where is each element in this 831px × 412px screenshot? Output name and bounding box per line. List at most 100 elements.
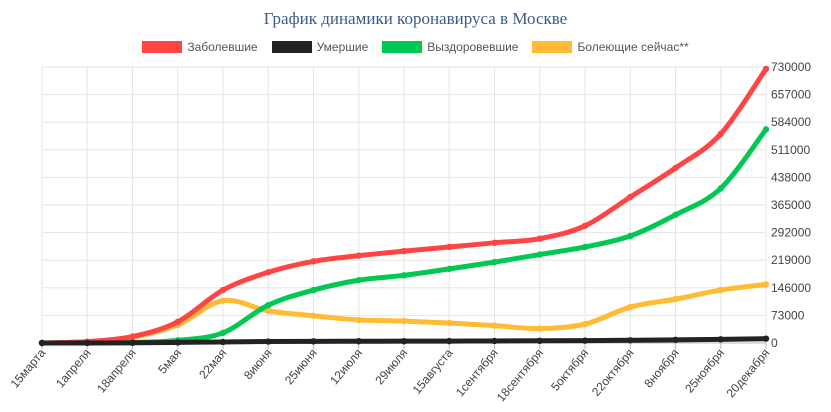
y-tick-label: 584000 <box>771 115 811 129</box>
data-point <box>265 269 272 276</box>
legend-item[interactable]: Умершие <box>271 40 369 54</box>
legend-label: Выздоровевшие <box>427 40 519 54</box>
data-point <box>672 164 679 172</box>
x-tick-label: 5октября <box>548 346 591 394</box>
x-tick-label: 8июня <box>241 346 275 382</box>
data-point <box>174 339 181 346</box>
x-tick-label: 25ноября <box>682 346 727 396</box>
data-point <box>627 337 634 344</box>
x-tick-label: 25июня <box>282 346 320 387</box>
x-tick-label: 1сентября <box>453 346 501 399</box>
data-point <box>581 337 589 344</box>
data-point <box>536 325 543 332</box>
data-point <box>310 312 317 319</box>
data-point <box>762 126 770 133</box>
legend-swatch <box>382 41 423 53</box>
legend-swatch <box>142 41 183 53</box>
legend-swatch <box>532 41 573 53</box>
data-point <box>219 338 227 346</box>
x-tick-label: 8ноября <box>641 346 682 391</box>
data-point <box>265 338 272 345</box>
data-point <box>265 307 272 315</box>
data-point <box>717 185 724 192</box>
data-point <box>174 318 181 326</box>
legend: Заболевшие Умершие Выздоровевшие Болеющие с… <box>0 40 831 54</box>
x-tick-label: 1апреля <box>53 346 93 390</box>
data-point <box>84 339 91 347</box>
data-point <box>355 338 362 345</box>
data-point <box>581 320 589 328</box>
data-point <box>717 130 724 138</box>
y-tick-label: 292000 <box>771 226 811 240</box>
y-tick-label: 657000 <box>771 88 811 102</box>
x-tick-label: 12июля <box>327 346 365 387</box>
legend-label: Заболевшие <box>187 40 258 54</box>
y-tick-label: 730000 <box>771 60 811 74</box>
data-point <box>762 335 770 342</box>
data-point <box>400 317 408 325</box>
data-point <box>219 286 227 294</box>
data-point <box>355 277 362 284</box>
chart-title: График динамики коронавируса в Москве <box>263 9 568 28</box>
data-point <box>446 243 453 251</box>
data-point <box>355 252 362 259</box>
data-point <box>762 65 770 73</box>
data-point <box>310 286 317 294</box>
legend-item[interactable]: Выздоровевшие <box>382 40 518 54</box>
data-point <box>627 232 634 240</box>
data-point <box>129 339 136 347</box>
data-point <box>491 322 498 329</box>
data-point <box>627 193 634 201</box>
x-tick-label: 15августа <box>410 346 456 397</box>
data-point <box>400 337 408 345</box>
y-tick-label: 365000 <box>771 198 811 212</box>
x-tick-label: 22октября <box>589 346 637 399</box>
data-point <box>219 329 227 336</box>
data-point <box>38 339 46 347</box>
data-point <box>627 303 634 311</box>
data-point <box>491 258 498 266</box>
x-tick-label: 20декабря <box>724 346 773 400</box>
data-point <box>536 251 543 258</box>
data-point <box>672 211 679 219</box>
data-point <box>446 337 453 345</box>
legend-item[interactable]: Заболевшие <box>142 40 258 54</box>
y-tick-label: 73000 <box>771 308 805 322</box>
data-point <box>581 222 589 229</box>
legend-swatch <box>271 41 312 53</box>
x-tick-label: 15марта <box>8 346 49 391</box>
legend-label: Болеющие сейчас** <box>577 40 689 54</box>
data-point <box>400 272 408 279</box>
data-point <box>762 281 770 288</box>
x-tick-label: 18апреля <box>94 346 139 396</box>
data-point <box>446 265 453 273</box>
y-tick-label: 146000 <box>771 281 811 295</box>
data-point <box>129 333 136 340</box>
y-tick-label: 0 <box>771 336 778 350</box>
x-tick-label: 22мая <box>196 346 229 382</box>
data-point <box>310 338 317 345</box>
x-tick-label: 5мая <box>155 346 184 377</box>
legend-item[interactable]: Болеющие сейчас** <box>532 40 689 54</box>
data-point <box>717 336 724 343</box>
y-tick-label: 438000 <box>771 170 811 184</box>
data-point <box>491 239 498 247</box>
data-point <box>491 337 498 345</box>
data-point <box>355 316 362 324</box>
data-point <box>446 319 453 327</box>
data-point <box>672 336 679 344</box>
data-point <box>265 301 272 309</box>
data-point <box>536 337 543 345</box>
data-point <box>219 297 227 304</box>
data-point <box>400 247 408 255</box>
x-tick-label: 29июля <box>372 346 410 387</box>
data-point <box>536 235 543 242</box>
legend-label: Умершие <box>316 40 369 54</box>
x-tick-label: 18сентября <box>494 346 546 404</box>
data-point <box>672 295 679 303</box>
y-tick-label: 219000 <box>771 253 811 267</box>
data-point <box>310 258 317 265</box>
y-tick-label: 511000 <box>771 143 810 157</box>
